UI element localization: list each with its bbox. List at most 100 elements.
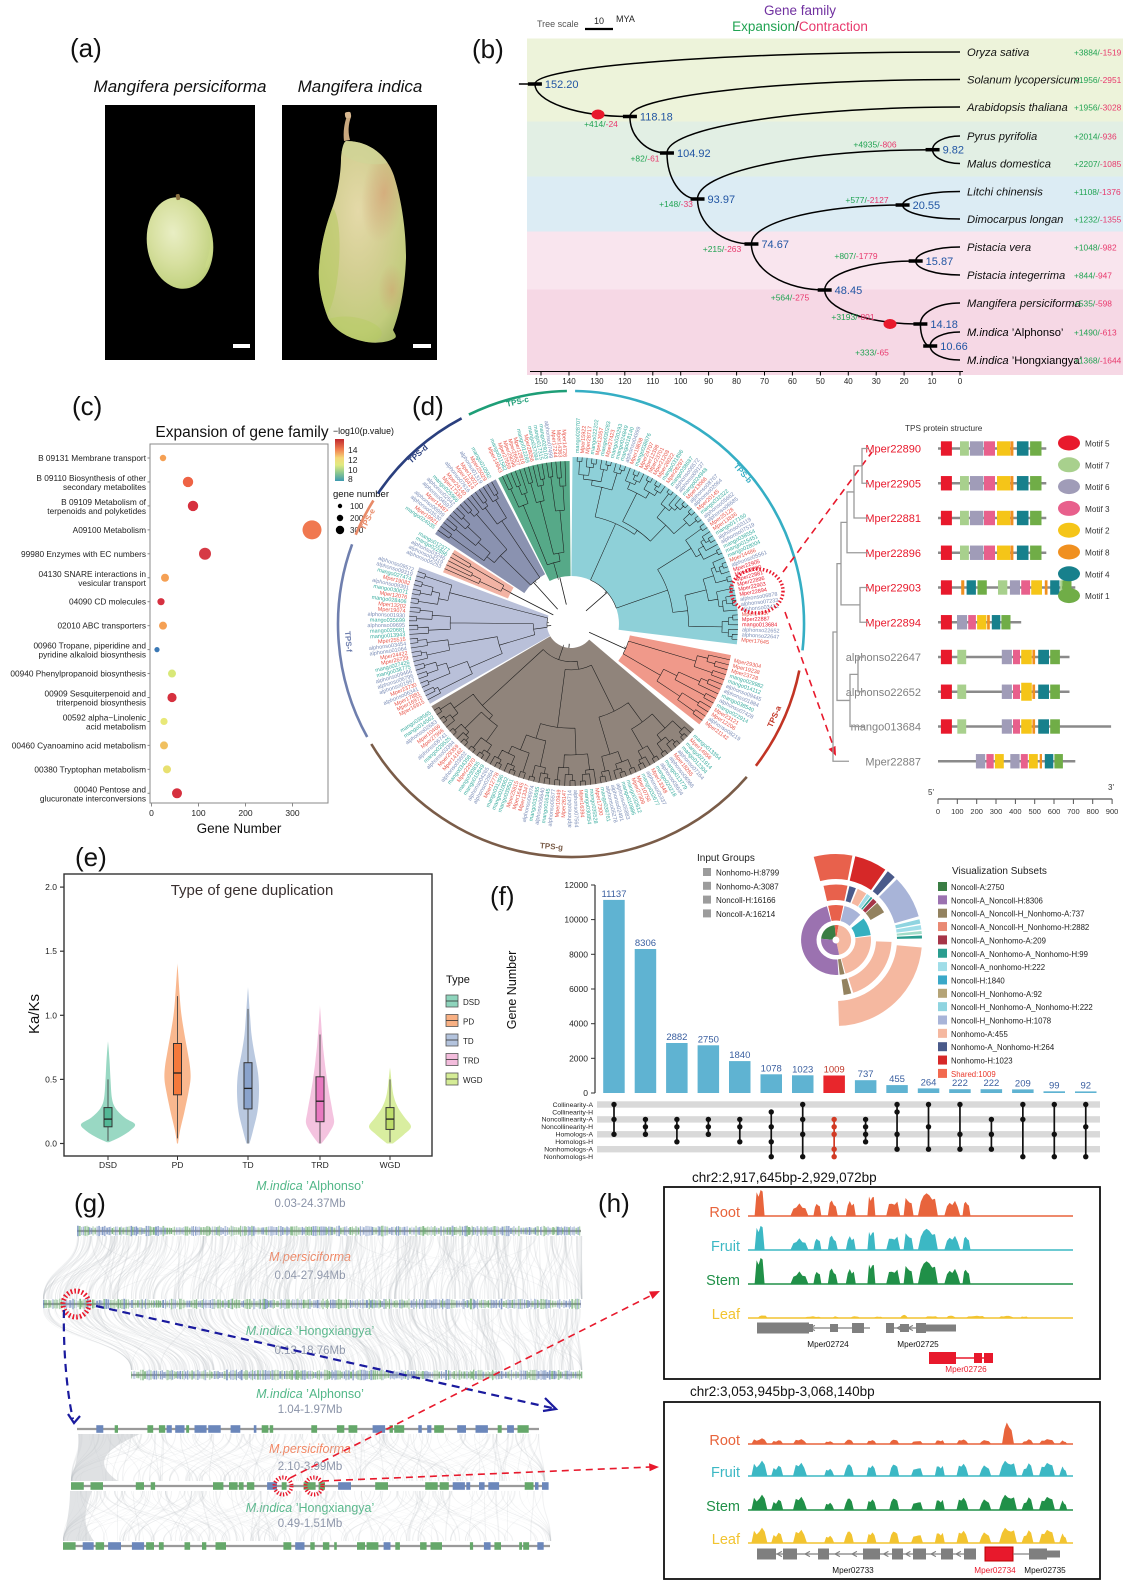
- svg-text:140: 140: [562, 377, 576, 386]
- svg-text:mango029103: mango029103: [537, 424, 548, 460]
- svg-text:Mper26729: Mper26729: [381, 655, 409, 667]
- svg-text:vesicular transport: vesicular transport: [78, 578, 146, 588]
- svg-text:M.indica ’Hongxiangya’: M.indica ’Hongxiangya’: [246, 1501, 375, 1515]
- svg-text:Mper02726: Mper02726: [945, 1365, 987, 1374]
- svg-text:chr2:3,053,945bp-3,068,140bp: chr2:3,053,945bp-3,068,140bp: [690, 1384, 875, 1399]
- svg-text:+1368/-1644: +1368/-1644: [1074, 356, 1122, 366]
- svg-text:10: 10: [928, 377, 937, 386]
- svg-text:Motif 6: Motif 6: [1085, 483, 1110, 492]
- svg-text:Mper22887: Mper22887: [865, 756, 921, 768]
- svg-text:Mangifera persiciforma: Mangifera persiciforma: [94, 77, 267, 96]
- svg-text:Mper22896: Mper22896: [865, 548, 921, 560]
- svg-text:terpenoids and polyketides: terpenoids and polyketides: [47, 506, 146, 516]
- svg-text:(h): (h): [598, 1188, 630, 1218]
- svg-text:mango030854: mango030854: [583, 789, 592, 825]
- svg-text:Mper02735: Mper02735: [1024, 1566, 1066, 1575]
- svg-text:Mper22890: Mper22890: [865, 444, 921, 456]
- svg-text:TD: TD: [242, 1160, 253, 1170]
- svg-text:mango013684: mango013684: [742, 622, 777, 628]
- svg-text:100: 100: [951, 807, 964, 816]
- svg-text:Noncoll-A_Noncoll-H_Nonhomo-H:: Noncoll-A_Noncoll-H_Nonhomo-H:2882: [951, 923, 1089, 932]
- svg-text:acid metabolism: acid metabolism: [86, 721, 146, 731]
- svg-text:+844/-947: +844/-947: [1074, 271, 1112, 281]
- svg-text:1009: 1009: [824, 1065, 845, 1076]
- svg-text:Noncoll-H_Nonhomo-H:1078: Noncoll-H_Nonhomo-H:1078: [951, 1017, 1051, 1026]
- svg-text:222: 222: [952, 1078, 968, 1089]
- svg-text:1.5: 1.5: [45, 946, 57, 956]
- svg-text:6000: 6000: [569, 984, 588, 994]
- svg-text:10: 10: [348, 465, 358, 475]
- svg-text:mango013684: mango013684: [851, 722, 921, 734]
- svg-text:20: 20: [900, 377, 909, 386]
- svg-text:Homologs-A: Homologs-A: [556, 1132, 594, 1139]
- svg-text:120: 120: [618, 377, 632, 386]
- svg-text:Nonhomo-A:455: Nonhomo-A:455: [951, 1030, 1008, 1039]
- svg-text:150: 150: [534, 377, 548, 386]
- svg-text:(d): (d): [412, 391, 444, 421]
- svg-text:10000: 10000: [564, 915, 588, 925]
- svg-text:Noncoll-A:2750: Noncoll-A:2750: [951, 883, 1005, 892]
- svg-text:(g): (g): [74, 1188, 106, 1218]
- svg-text:4000: 4000: [569, 1019, 588, 1029]
- svg-text:0.03-24.37Mb: 0.03-24.37Mb: [275, 1198, 346, 1210]
- svg-text:Mper28717: Mper28717: [585, 426, 594, 454]
- svg-text:TPS-g: TPS-g: [540, 841, 564, 852]
- svg-text:mango022202: mango022202: [590, 419, 600, 455]
- svg-text:10: 10: [594, 16, 604, 26]
- svg-text:Mper22905: Mper22905: [865, 478, 921, 490]
- svg-text:100: 100: [191, 808, 205, 818]
- svg-text:455: 455: [889, 1074, 905, 1085]
- svg-text:130: 130: [590, 377, 604, 386]
- svg-text:99: 99: [1049, 1080, 1060, 1091]
- svg-text:264: 264: [921, 1077, 937, 1088]
- svg-text:10.66: 10.66: [940, 341, 968, 353]
- svg-text:Nonhomo-H:1023: Nonhomo-H:1023: [951, 1057, 1013, 1066]
- svg-text:Mper17300: Mper17300: [593, 788, 603, 816]
- svg-text:(f): (f): [490, 881, 515, 911]
- svg-text:+2014/-936: +2014/-936: [1074, 132, 1117, 142]
- svg-text:Mper17645: Mper17645: [741, 637, 769, 646]
- svg-text:Motif 1: Motif 1: [1085, 592, 1110, 601]
- svg-text:B 09131 Membrane transport: B 09131 Membrane transport: [38, 453, 147, 463]
- svg-text:Nonhomo-A:3087: Nonhomo-A:3087: [716, 882, 779, 891]
- svg-text:+82/-61: +82/-61: [630, 154, 659, 164]
- svg-text:+1232/-1355: +1232/-1355: [1074, 215, 1122, 225]
- svg-text:2882: 2882: [666, 1032, 687, 1043]
- svg-text:(e): (e): [75, 842, 107, 872]
- svg-text:Solanum lycopersicum: Solanum lycopersicum: [967, 75, 1080, 87]
- svg-text:Mper17244: Mper17244: [549, 430, 558, 458]
- svg-text:+4935/-806: +4935/-806: [853, 140, 897, 150]
- svg-text:alphonso22652: alphonso22652: [846, 687, 921, 699]
- svg-text:Root: Root: [709, 1433, 740, 1449]
- svg-text:+807/-1779: +807/-1779: [834, 251, 878, 261]
- svg-text:Noncoll-A_Noncoll-H:8306: Noncoll-A_Noncoll-H:8306: [951, 896, 1043, 905]
- svg-text:Mper25515: Mper25515: [378, 637, 406, 646]
- svg-text:TPS-f: TPS-f: [343, 631, 354, 653]
- svg-text:Motif 5: Motif 5: [1085, 440, 1110, 449]
- svg-text:Noncoll-A_Noncoll-H_Nonhomo-A:: Noncoll-A_Noncoll-H_Nonhomo-A:737: [951, 910, 1084, 919]
- svg-text:04130 SNARE interactions in: 04130 SNARE interactions in: [39, 569, 147, 579]
- svg-text:200: 200: [350, 514, 364, 523]
- svg-text:+535/-598: +535/-598: [1074, 299, 1112, 309]
- svg-text:00940 Phenylpropanoid biosynth: 00940 Phenylpropanoid biosynthesis: [10, 669, 146, 679]
- svg-text:1840: 1840: [729, 1050, 750, 1061]
- svg-text:alphonso04714: alphonso04714: [567, 790, 573, 828]
- svg-text:alphonso22647: alphonso22647: [846, 652, 921, 664]
- svg-text:WGD: WGD: [380, 1160, 401, 1170]
- svg-text:74.67: 74.67: [761, 239, 789, 251]
- svg-text:00592 alpha−Linolenic: 00592 alpha−Linolenic: [63, 712, 146, 722]
- svg-text:100: 100: [350, 502, 364, 511]
- svg-text:Motif 4: Motif 4: [1085, 570, 1110, 579]
- svg-text:Mper19074: Mper19074: [377, 607, 405, 615]
- svg-text:Mper24422: Mper24422: [380, 651, 408, 662]
- svg-text:14.18: 14.18: [930, 319, 958, 331]
- svg-text:152.20: 152.20: [545, 79, 579, 91]
- svg-text:14: 14: [348, 445, 358, 455]
- svg-text:0: 0: [149, 808, 154, 818]
- svg-text:TRD: TRD: [311, 1160, 328, 1170]
- svg-text:glucuronate interconversions: glucuronate interconversions: [40, 793, 146, 803]
- svg-text:Mper27423: Mper27423: [605, 429, 617, 457]
- svg-text:110: 110: [646, 377, 659, 386]
- svg-text:8306: 8306: [635, 938, 656, 949]
- svg-text:alphonso07233: alphonso07233: [741, 598, 779, 608]
